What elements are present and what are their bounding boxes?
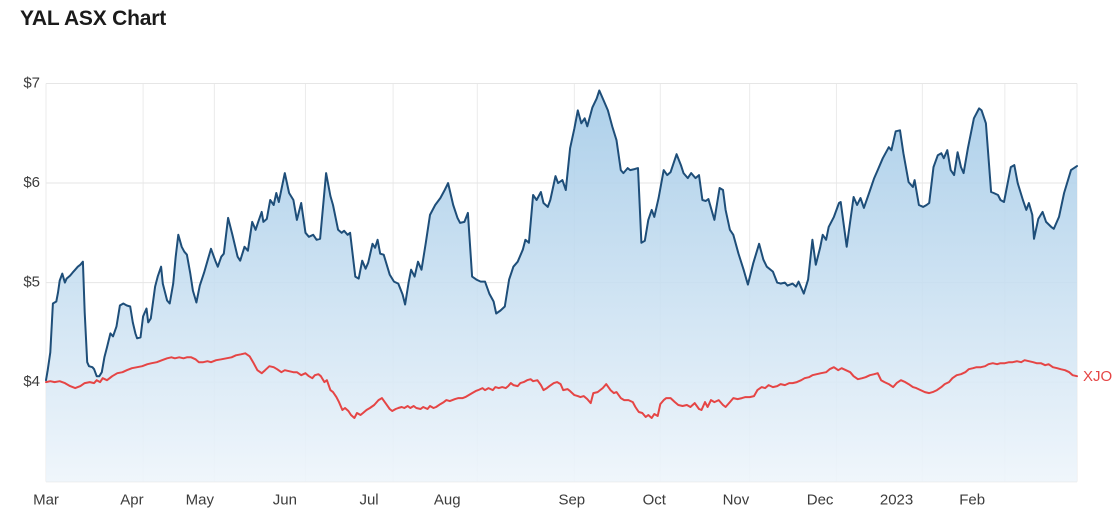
x-axis-label: Dec <box>807 492 834 509</box>
x-axis-label: Nov <box>723 492 750 509</box>
y-axis-label: $5 <box>23 274 40 291</box>
x-axis-label: Oct <box>643 492 667 509</box>
xjo-series-label: XJO <box>1083 368 1112 385</box>
xjo-line-series <box>45 352 1078 419</box>
x-axis-label: 2023 <box>880 492 913 509</box>
x-axis-label: Jul <box>359 492 378 509</box>
x-axis-label: Apr <box>120 492 143 509</box>
yal-area-fill <box>46 90 1077 482</box>
y-axis-label: $4 <box>23 373 40 390</box>
x-axis-label: Aug <box>434 492 461 509</box>
x-axis-label: Jun <box>273 492 297 509</box>
x-axis-label: Sep <box>558 492 585 509</box>
chart-title: YAL ASX Chart <box>20 7 166 30</box>
x-axis-label: Feb <box>959 492 985 509</box>
y-axis-label: $6 <box>23 174 40 191</box>
x-axis-label: Mar <box>33 492 59 509</box>
x-axis-label: May <box>186 492 215 509</box>
yal-line-series <box>45 89 1078 382</box>
y-axis-label: $7 <box>23 74 40 91</box>
